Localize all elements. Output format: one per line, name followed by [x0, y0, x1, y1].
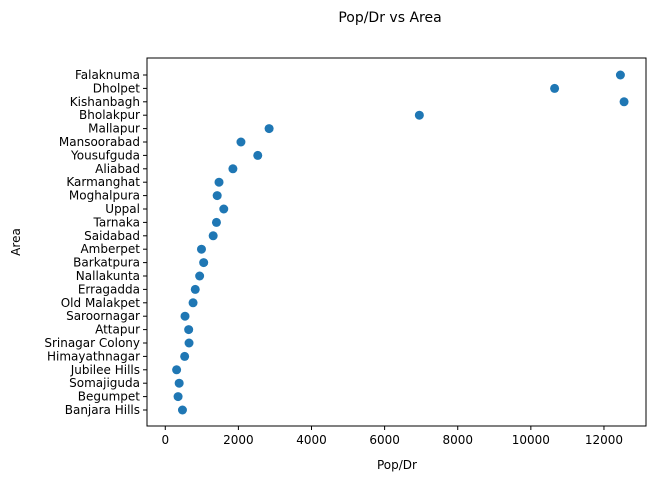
y-tick-label: Saidabad [84, 229, 140, 243]
x-axis-label: Pop/Dr [377, 458, 417, 472]
data-point [212, 191, 222, 201]
data-point [190, 284, 200, 294]
x-tick-label: 12000 [585, 433, 623, 447]
data-point [211, 217, 221, 227]
data-point [199, 258, 209, 268]
y-tick-label: Falaknuma [75, 68, 140, 82]
y-tick-label: Mallapur [88, 122, 140, 136]
y-tick-label: Uppal [105, 202, 140, 216]
y-tick-label: Saroornagar [66, 309, 140, 323]
y-tick-label: Yousufguda [70, 148, 140, 162]
data-point [236, 137, 246, 147]
y-tick-label: Moghalpura [69, 189, 140, 203]
y-tick-label: Old Malakpet [61, 296, 141, 310]
data-point [184, 338, 194, 348]
data-point [414, 110, 424, 120]
y-tick-label: Dholpet [93, 81, 141, 95]
data-point [174, 378, 184, 388]
chart-title: Pop/Dr vs Area [338, 10, 441, 26]
y-tick-label: Nallakunta [76, 269, 140, 283]
x-tick-label: 6000 [369, 433, 400, 447]
data-point [619, 97, 629, 107]
axis-ticks: 0 2000 4000 6000 8000 10000 12000 Banjara Hills… [44, 68, 623, 447]
data-point [228, 164, 238, 174]
plot-area-frame [146, 57, 647, 427]
y-tick-label: Jubilee Hills [70, 363, 140, 377]
y-tick-label: Kishanbagh [70, 95, 140, 109]
data-point [172, 365, 182, 375]
y-tick-label: Tarnaka [93, 215, 140, 229]
x-tick-label: 2000 [223, 433, 254, 447]
y-tick-label: Bholakpur [79, 108, 140, 122]
y-tick-label: Srinagar Colony [44, 336, 140, 350]
y-axis-label: Area [9, 228, 23, 256]
data-point [208, 231, 218, 241]
data-point [264, 124, 274, 134]
data-point [173, 392, 183, 402]
data-point [615, 70, 625, 80]
data-point [180, 311, 190, 321]
y-tick-label: Banjara Hills [65, 403, 140, 417]
data-point [177, 405, 187, 415]
data-point [188, 298, 198, 308]
y-tick-label: Attapur [95, 323, 140, 337]
data-point [214, 177, 224, 187]
data-point [219, 204, 229, 214]
y-tick-label: Aliabad [95, 162, 140, 176]
y-tick-label: Erragadda [78, 282, 140, 296]
y-tick-label: Barkatpura [73, 256, 140, 270]
x-tick-label: 8000 [442, 433, 473, 447]
x-tick-label: 4000 [296, 433, 327, 447]
y-tick-label: Himayathnagar [47, 349, 140, 363]
data-point [550, 83, 560, 93]
data-point [253, 150, 263, 160]
y-tick-label: Karmanghat [66, 175, 140, 189]
data-points [172, 70, 629, 415]
data-point [180, 351, 190, 361]
y-tick-label: Mansoorabad [59, 135, 140, 149]
data-point [195, 271, 205, 281]
y-tick-label: Amberpet [80, 242, 140, 256]
data-point [196, 244, 206, 254]
y-tick-label: Somajiguda [69, 376, 140, 390]
data-point [184, 325, 194, 335]
x-tick-label: 0 [161, 433, 169, 447]
y-tick-label: Begumpet [78, 390, 141, 404]
x-tick-label: 10000 [512, 433, 550, 447]
